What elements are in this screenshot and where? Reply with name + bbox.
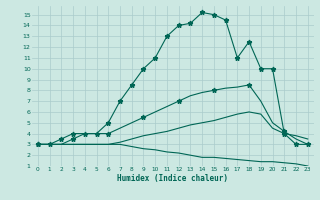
X-axis label: Humidex (Indice chaleur): Humidex (Indice chaleur) — [117, 174, 228, 183]
